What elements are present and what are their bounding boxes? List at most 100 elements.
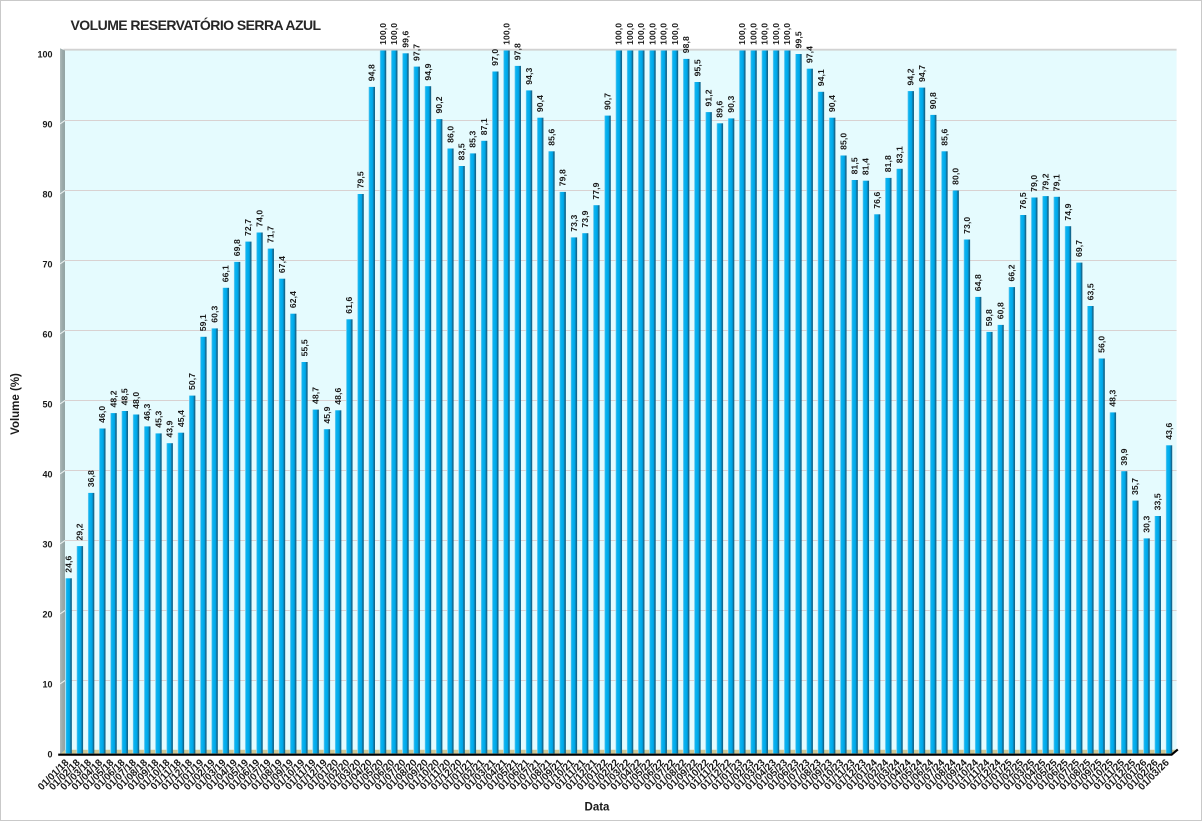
svg-text:95,5: 95,5 <box>692 59 702 76</box>
svg-text:72,7: 72,7 <box>243 219 253 236</box>
svg-text:59,1: 59,1 <box>198 314 208 331</box>
svg-text:94,1: 94,1 <box>816 69 826 86</box>
svg-text:81,8: 81,8 <box>883 155 893 172</box>
svg-text:67,4: 67,4 <box>277 256 287 273</box>
svg-text:83,5: 83,5 <box>456 143 466 160</box>
svg-text:24,6: 24,6 <box>64 555 74 572</box>
svg-text:79,0: 79,0 <box>1029 175 1039 192</box>
svg-text:100,0: 100,0 <box>782 23 792 45</box>
svg-text:100,0: 100,0 <box>670 23 680 45</box>
svg-text:55,5: 55,5 <box>299 339 309 356</box>
svg-text:99,6: 99,6 <box>400 30 410 47</box>
svg-text:Data: Data <box>585 801 611 813</box>
svg-text:70: 70 <box>42 259 52 269</box>
svg-text:98,8: 98,8 <box>681 36 691 53</box>
svg-text:36,8: 36,8 <box>86 470 96 487</box>
svg-text:46,3: 46,3 <box>142 404 152 421</box>
svg-text:97,8: 97,8 <box>513 43 523 60</box>
svg-text:62,4: 62,4 <box>288 291 298 308</box>
svg-text:100,0: 100,0 <box>659 23 669 45</box>
svg-text:79,1: 79,1 <box>1052 174 1062 191</box>
svg-text:73,9: 73,9 <box>580 210 590 227</box>
svg-text:79,5: 79,5 <box>355 171 365 188</box>
svg-text:81,5: 81,5 <box>849 157 859 174</box>
svg-text:100,0: 100,0 <box>625 23 635 45</box>
svg-text:30: 30 <box>42 539 52 549</box>
svg-text:10: 10 <box>42 679 52 689</box>
svg-text:48,2: 48,2 <box>108 390 118 407</box>
svg-text:66,2: 66,2 <box>1007 264 1017 281</box>
svg-text:59,8: 59,8 <box>984 309 994 326</box>
svg-text:100,0: 100,0 <box>647 23 657 45</box>
svg-text:94,2: 94,2 <box>906 68 916 85</box>
svg-text:94,9: 94,9 <box>423 63 433 80</box>
svg-text:48,7: 48,7 <box>311 387 321 404</box>
svg-text:45,4: 45,4 <box>176 410 186 427</box>
svg-text:74,0: 74,0 <box>254 210 264 227</box>
svg-text:0: 0 <box>47 749 52 759</box>
svg-text:48,5: 48,5 <box>120 388 130 405</box>
svg-text:48,0: 48,0 <box>131 392 141 409</box>
svg-text:90,8: 90,8 <box>928 92 938 109</box>
svg-text:97,7: 97,7 <box>412 44 422 61</box>
svg-text:60,3: 60,3 <box>209 306 219 323</box>
svg-text:79,2: 79,2 <box>1040 173 1050 190</box>
svg-text:43,9: 43,9 <box>165 420 175 437</box>
svg-text:97,4: 97,4 <box>805 46 815 63</box>
svg-text:100,0: 100,0 <box>737 23 747 45</box>
svg-text:76,5: 76,5 <box>1018 192 1028 209</box>
svg-text:60: 60 <box>42 329 52 339</box>
svg-text:60,8: 60,8 <box>995 302 1005 319</box>
svg-text:90,2: 90,2 <box>434 96 444 113</box>
svg-text:90,3: 90,3 <box>726 96 736 113</box>
svg-text:85,0: 85,0 <box>838 133 848 150</box>
svg-text:94,7: 94,7 <box>917 65 927 82</box>
svg-text:100,0: 100,0 <box>389 23 399 45</box>
svg-text:90,4: 90,4 <box>535 95 545 112</box>
svg-text:97,0: 97,0 <box>490 49 500 66</box>
svg-text:100,0: 100,0 <box>636 23 646 45</box>
svg-text:100,0: 100,0 <box>614 23 624 45</box>
svg-text:35,7: 35,7 <box>1130 478 1140 495</box>
svg-text:80: 80 <box>42 189 52 199</box>
svg-text:91,2: 91,2 <box>704 89 714 106</box>
svg-text:76,6: 76,6 <box>872 191 882 208</box>
svg-text:71,7: 71,7 <box>266 226 276 243</box>
svg-text:66,1: 66,1 <box>221 265 231 282</box>
svg-text:79,8: 79,8 <box>558 169 568 186</box>
svg-text:45,9: 45,9 <box>322 406 332 423</box>
svg-text:29,2: 29,2 <box>75 523 85 540</box>
svg-text:85,6: 85,6 <box>546 128 556 145</box>
svg-text:30,3: 30,3 <box>1141 516 1151 533</box>
svg-text:33,5: 33,5 <box>1153 493 1163 510</box>
svg-text:74,9: 74,9 <box>1063 203 1073 220</box>
svg-text:56,0: 56,0 <box>1097 336 1107 353</box>
svg-text:83,1: 83,1 <box>894 146 904 163</box>
svg-text:85,3: 85,3 <box>468 131 478 148</box>
svg-text:100,0: 100,0 <box>760 23 770 45</box>
svg-text:40: 40 <box>42 469 52 479</box>
svg-text:63,5: 63,5 <box>1085 283 1095 300</box>
svg-text:48,3: 48,3 <box>1108 390 1118 407</box>
svg-text:Volume (%): Volume (%) <box>10 373 22 435</box>
svg-text:89,6: 89,6 <box>715 100 725 117</box>
svg-text:69,8: 69,8 <box>232 239 242 256</box>
svg-text:48,6: 48,6 <box>333 387 343 404</box>
svg-text:73,3: 73,3 <box>569 215 579 232</box>
svg-text:99,5: 99,5 <box>793 31 803 48</box>
svg-text:46,0: 46,0 <box>97 406 107 423</box>
svg-text:77,9: 77,9 <box>591 182 601 199</box>
svg-text:80,0: 80,0 <box>951 168 961 185</box>
svg-text:100,0: 100,0 <box>501 23 511 45</box>
svg-text:61,6: 61,6 <box>344 296 354 313</box>
svg-text:100,0: 100,0 <box>378 23 388 45</box>
svg-text:85,6: 85,6 <box>939 128 949 145</box>
svg-text:20: 20 <box>42 609 52 619</box>
svg-text:73,0: 73,0 <box>962 217 972 234</box>
svg-text:100,0: 100,0 <box>771 23 781 45</box>
svg-text:94,3: 94,3 <box>524 68 534 85</box>
svg-text:94,8: 94,8 <box>367 64 377 81</box>
svg-text:50,7: 50,7 <box>187 373 197 390</box>
svg-text:39,9: 39,9 <box>1119 448 1129 465</box>
svg-text:VOLUME RESERVATÓRIO SERRA AZUL: VOLUME RESERVATÓRIO SERRA AZUL <box>71 16 322 33</box>
